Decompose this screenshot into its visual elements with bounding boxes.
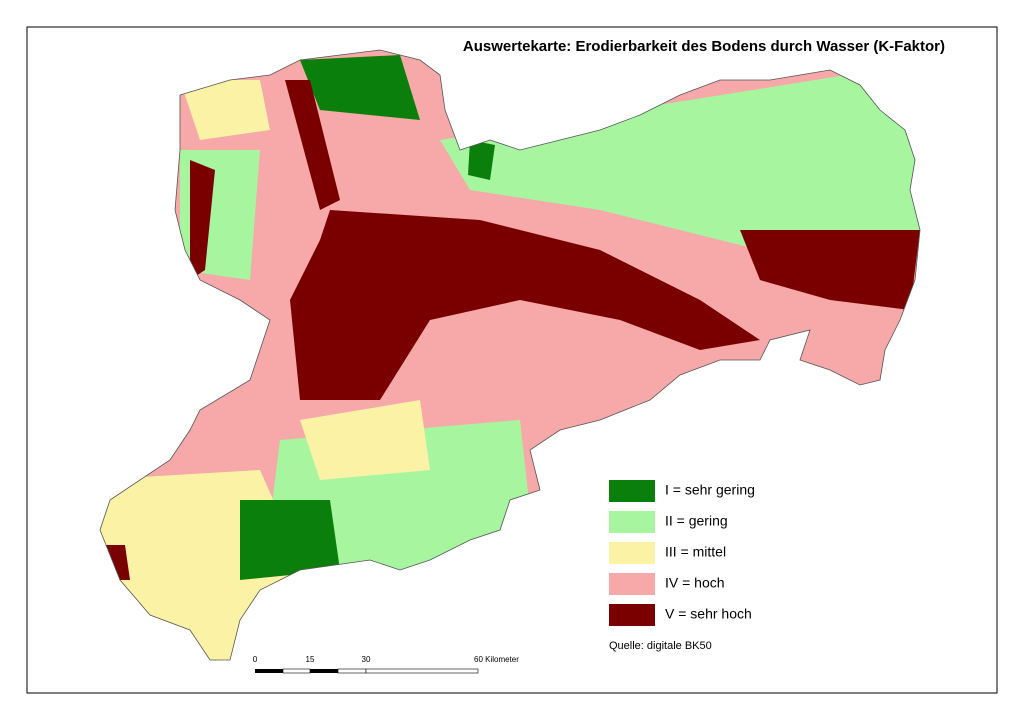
legend-label: V = sehr hoch xyxy=(665,606,752,622)
scale-label: 30 xyxy=(362,655,371,664)
soil-class-area xyxy=(300,400,430,480)
legend-swatch xyxy=(609,511,655,533)
soil-class-area xyxy=(100,545,130,580)
scale-label: 15 xyxy=(306,655,315,664)
legend-label: III = mittel xyxy=(665,544,726,560)
soil-class-area xyxy=(300,55,420,120)
legend-swatch xyxy=(609,604,655,626)
scale-label: 60 Kilometer xyxy=(474,655,519,664)
scale-segment xyxy=(282,668,311,674)
scale-segment xyxy=(310,669,338,673)
soil-class-area xyxy=(240,500,340,580)
map-title: Auswertekarte: Erodierbarkeit des Bodens… xyxy=(463,38,945,55)
legend-swatch xyxy=(609,542,655,564)
soil-class-area xyxy=(468,140,495,180)
soil-class-area xyxy=(740,230,920,310)
soil-class-area xyxy=(290,210,760,400)
legend-label: IV = hoch xyxy=(665,575,725,591)
soil-map xyxy=(100,50,920,660)
frame xyxy=(26,26,998,694)
source: Quelle: digitale BK50 xyxy=(609,640,712,652)
soil-class-area xyxy=(440,60,920,250)
legend-label: II = gering xyxy=(665,513,728,529)
soil-class-area xyxy=(180,80,270,140)
legend-label: I = sehr gering xyxy=(665,482,755,498)
scale-segment xyxy=(365,668,479,674)
scale-bar: 0 15 30 60 Kilometer xyxy=(253,655,519,674)
soil-class-area xyxy=(285,80,340,210)
scale-segment xyxy=(255,669,283,673)
legend-swatch xyxy=(609,573,655,595)
legend: I = sehr gering II = gering III = mittel IV… xyxy=(609,480,755,626)
scale-label: 0 xyxy=(253,655,258,664)
scale-segment xyxy=(337,668,367,674)
legend-swatch xyxy=(609,480,655,502)
soil-class-area xyxy=(190,160,215,280)
